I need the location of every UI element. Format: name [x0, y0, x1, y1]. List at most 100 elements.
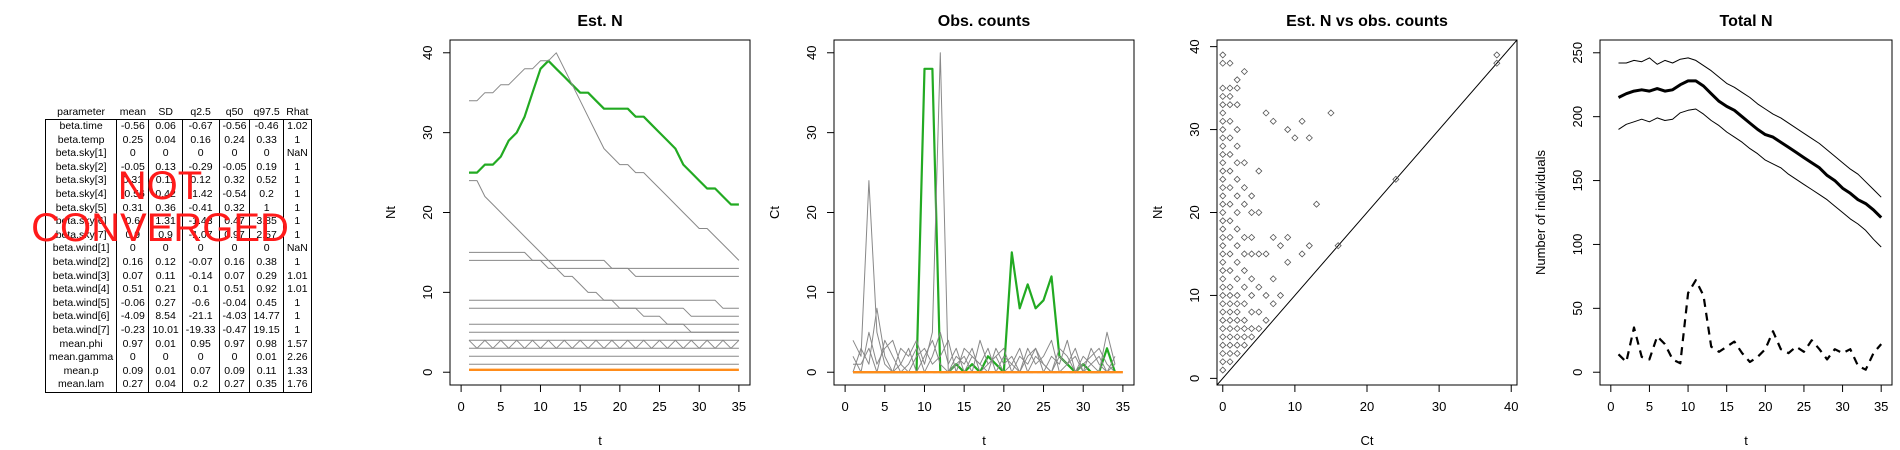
series-line-grey — [469, 52, 740, 261]
parameter-value: 1 — [282, 187, 312, 202]
column-header: q2.5 — [190, 106, 211, 118]
parameter-value: 0.47 — [218, 215, 250, 229]
data-point — [1219, 117, 1227, 125]
parameter-value: 0.27 — [148, 296, 183, 311]
table-row: mean.p 0.09 0.01 0.07 0.09 0.11 1.33 — [46, 364, 312, 379]
parameter-value: 1 — [282, 310, 312, 324]
data-point — [1219, 358, 1227, 366]
parameter-value: 1 — [282, 255, 312, 270]
parameter-value: -0.47 — [218, 323, 250, 338]
data-point — [1219, 366, 1227, 374]
x-tick-label: 5 — [881, 399, 888, 414]
data-point — [1248, 208, 1256, 217]
parameter-value: NaN — [282, 242, 312, 256]
data-point — [1233, 175, 1241, 183]
parameter-value: -21.1 — [181, 310, 220, 324]
parameter-value: 0.16 — [181, 133, 220, 148]
data-point — [1240, 333, 1248, 341]
data-point — [1219, 184, 1227, 192]
data-point — [1233, 101, 1241, 109]
series-line-grey — [469, 180, 739, 333]
parameter-value: 0.51 — [116, 283, 149, 297]
data-point — [1240, 341, 1248, 349]
data-point — [1291, 134, 1299, 142]
data-point — [1226, 333, 1234, 341]
parameter-value: 19.15 — [249, 323, 284, 338]
identity-line — [1217, 40, 1517, 385]
data-point — [1233, 76, 1241, 84]
data-point — [1219, 242, 1227, 250]
y-tick-label: 0 — [1187, 375, 1202, 382]
parameter-value: 0.29 — [249, 269, 284, 284]
parameter-value: 1 — [282, 160, 312, 175]
parameter-value: 0.06 — [148, 119, 183, 134]
data-point — [1226, 101, 1234, 109]
data-point — [1219, 134, 1227, 142]
data-point — [1226, 117, 1234, 125]
y-tick-label: 30 — [420, 125, 435, 139]
y-tick-label: 200 — [1570, 106, 1585, 128]
plot-content — [468, 52, 740, 371]
parameter-value: 0.21 — [148, 283, 183, 297]
table-row: mean.lam 0.27 0.04 0.2 0.27 0.35 1.76 — [46, 378, 312, 393]
data-point — [1240, 159, 1248, 167]
data-point — [1219, 275, 1227, 283]
x-tick-label: 10 — [917, 399, 931, 414]
parameter-value: 0.2 — [181, 378, 220, 393]
parameter-value: 1.33 — [282, 364, 312, 379]
series-line-grey — [853, 331, 1116, 373]
parameter-value: 1 — [282, 174, 312, 188]
chart-title: Est. N — [577, 13, 622, 30]
data-point — [1284, 233, 1292, 241]
y-tick-label: 10 — [1187, 288, 1202, 302]
x-tick-label: 10 — [1681, 399, 1695, 414]
parameter-value: 0.07 — [218, 269, 250, 284]
data-point — [1284, 258, 1292, 266]
parameter-value: -0.6 — [181, 296, 220, 311]
data-point — [1248, 233, 1256, 241]
y-tick-label: 150 — [1570, 170, 1585, 192]
data-point — [1226, 316, 1234, 324]
data-point — [1219, 150, 1227, 159]
parameter-value: 8.54 — [148, 310, 183, 324]
parameter-value: 0.16 — [116, 255, 149, 270]
data-point — [1219, 167, 1227, 175]
parameter-value: 0.01 — [148, 337, 183, 352]
y-tick-label: 20 — [420, 205, 435, 219]
parameter-value: -0.14 — [181, 269, 220, 284]
data-point — [1219, 283, 1227, 291]
data-point — [1226, 167, 1234, 175]
parameter-value: 0.12 — [148, 255, 183, 270]
parameter-value: -0.07 — [181, 255, 220, 270]
y-tick-label: 0 — [420, 369, 435, 376]
data-point — [1219, 109, 1227, 117]
x-tick-label: 35 — [732, 399, 746, 414]
data-point — [1233, 192, 1241, 200]
data-point — [1226, 308, 1234, 316]
parameter-summary-table: parameter mean SD q2.5 q50 q97.5 Rhat beta.tim… — [45, 105, 312, 393]
parameter-value: 0.19 — [249, 160, 284, 175]
data-point — [1233, 341, 1241, 349]
data-point — [1219, 266, 1227, 275]
y-axis-label: Nt — [383, 206, 398, 219]
y-axis-label: Ct — [767, 206, 782, 219]
data-point — [1219, 59, 1227, 67]
parameter-name: beta.sky[4] — [55, 187, 107, 200]
table-row: beta.sky[6] 0.6 1.31 -1.43 0.47 3.85 1 — [46, 215, 312, 229]
series-line-green — [469, 59, 739, 206]
data-point — [1219, 300, 1227, 308]
x-tick-label: 30 — [1835, 399, 1849, 414]
data-point — [1226, 283, 1234, 291]
table-row: beta.sky[5] 0.31 0.36 -0.41 0.32 1 1 — [46, 201, 312, 216]
parameter-value: 1 — [282, 296, 312, 311]
table-row: beta.time -0.56 0.06 -0.67 -0.56 -0.46 1.02 — [46, 119, 312, 134]
parameter-value: 0.42 — [148, 187, 183, 202]
parameter-value: -1.42 — [181, 187, 220, 202]
parameter-value: 0 — [181, 351, 220, 365]
data-point — [1240, 316, 1248, 324]
data-point — [1233, 325, 1241, 333]
data-point — [1240, 67, 1248, 76]
parameter-value: -0.56 — [116, 119, 149, 134]
parameter-value: 1 — [282, 201, 312, 216]
series-line-grey — [469, 307, 739, 317]
